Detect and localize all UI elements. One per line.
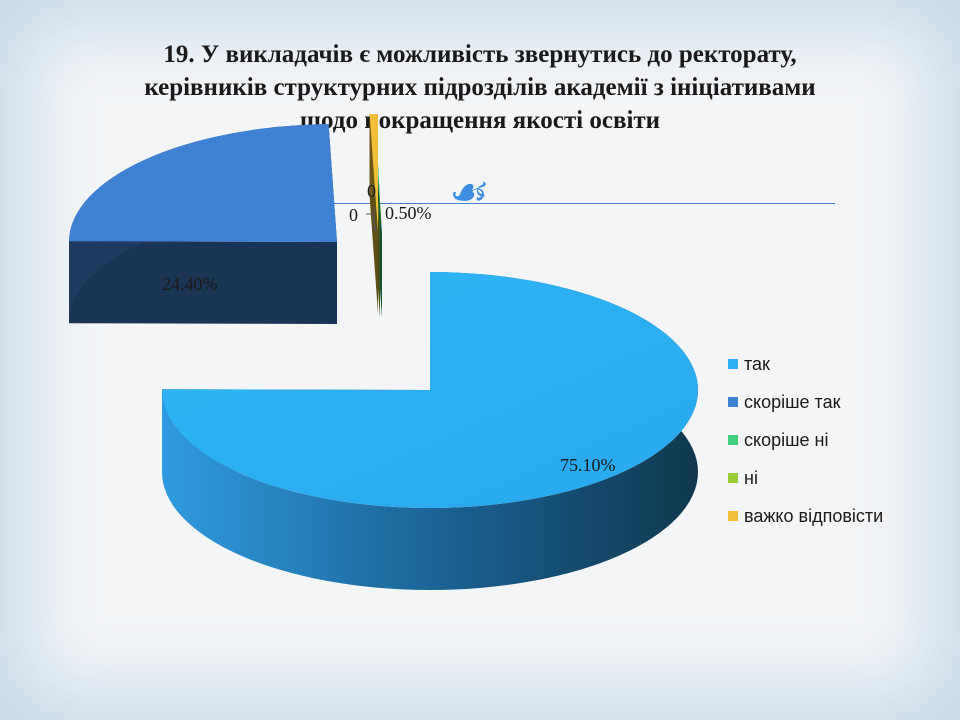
data-label-2: 0 [349,205,358,225]
legend-item: ні [728,459,883,497]
legend-label: так [744,353,770,374]
data-label-4: 0.50% [385,203,432,223]
data-label-3: 0 [367,181,376,201]
legend-label: ні [744,467,758,488]
pie-slice-top [161,272,699,509]
pie-slice-wall [69,241,338,324]
chart-title: 19. У викладачів є можливість звернутись… [144,41,816,134]
data-label-1: 24.40% [162,274,218,294]
pie-slice-top [69,124,338,242]
legend-label: скоріше так [744,391,841,412]
pie-slice-top [369,114,378,232]
data-label-0: 75.10% [560,455,616,475]
legend-item: скоріше ні [728,421,883,459]
legend-label: скоріше ні [744,429,829,450]
legend-item: скоріше так [728,383,883,421]
title-divider [123,203,835,204]
legend-swatch [728,473,738,483]
legend-item: так [728,345,883,383]
ornament-icon: ☙ [446,167,486,218]
leader-line [366,213,377,233]
legend-swatch [728,435,738,445]
legend-swatch [728,511,738,521]
legend-label: важко відповісти [744,505,884,526]
chart-legend: так скоріше так скоріше ні ні важко відповіс… [728,345,883,535]
pie-slice-0 [161,272,699,591]
legend-swatch [728,359,738,369]
legend-item: важко відповісти [728,497,883,535]
pie-slice-1 [69,124,338,324]
legend-swatch [728,397,738,407]
